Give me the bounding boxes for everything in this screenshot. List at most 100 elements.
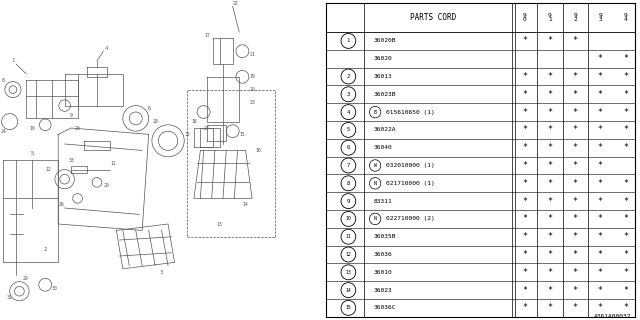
Text: *: * (623, 54, 628, 63)
Text: *: * (547, 161, 552, 170)
Text: *: * (573, 143, 578, 152)
Text: 36020B: 36020B (374, 38, 396, 44)
Text: *: * (573, 285, 578, 295)
Text: *: * (623, 108, 628, 116)
Text: *: * (522, 303, 527, 312)
Text: 17: 17 (204, 33, 210, 38)
Text: *: * (573, 303, 578, 312)
Text: *: * (598, 285, 603, 295)
Text: 1: 1 (347, 38, 350, 44)
Text: 36020: 36020 (374, 56, 392, 61)
Text: 022710000 (2): 022710000 (2) (386, 216, 435, 221)
Text: 7: 7 (347, 163, 350, 168)
Text: 30: 30 (52, 285, 58, 291)
Text: 13: 13 (217, 221, 223, 227)
Text: 36010: 36010 (374, 270, 392, 275)
Text: *: * (623, 143, 628, 152)
Text: 36022A: 36022A (374, 127, 396, 132)
Text: *: * (573, 90, 578, 99)
Text: 5: 5 (347, 127, 350, 132)
Text: *: * (522, 72, 527, 81)
Text: 26: 26 (58, 202, 64, 207)
Text: *: * (598, 196, 603, 205)
Text: 23: 23 (75, 125, 81, 131)
Text: N: N (374, 181, 376, 186)
Text: *: * (547, 108, 552, 116)
Text: 1: 1 (12, 58, 15, 63)
Text: *: * (522, 36, 527, 45)
Text: 14: 14 (243, 202, 248, 207)
Text: 14: 14 (346, 288, 351, 292)
Text: *: * (573, 36, 578, 45)
Text: 5: 5 (31, 151, 34, 156)
Text: *: * (547, 125, 552, 134)
Text: *: * (522, 179, 527, 188)
Text: 12: 12 (45, 167, 51, 172)
Text: *: * (623, 232, 628, 241)
Text: 9
2: 9 2 (573, 13, 577, 22)
Text: 31: 31 (7, 295, 13, 300)
Text: *: * (547, 285, 552, 295)
Text: 10: 10 (346, 216, 351, 221)
Text: 36035B: 36035B (374, 234, 396, 239)
Text: *: * (547, 268, 552, 277)
Text: *: * (623, 214, 628, 223)
Text: 22: 22 (233, 1, 239, 6)
Text: *: * (598, 179, 603, 188)
Text: *: * (573, 179, 578, 188)
Text: 15: 15 (239, 132, 245, 137)
Text: 36023B: 36023B (374, 92, 396, 97)
Text: *: * (522, 143, 527, 152)
Text: *: * (598, 54, 603, 63)
Text: *: * (547, 232, 552, 241)
Text: 9: 9 (70, 113, 72, 118)
Text: *: * (522, 196, 527, 205)
Text: 36013: 36013 (374, 74, 392, 79)
Text: *: * (598, 143, 603, 152)
Text: *: * (522, 108, 527, 116)
Text: *: * (623, 125, 628, 134)
Text: 3: 3 (160, 269, 163, 275)
Text: 83311: 83311 (374, 199, 392, 204)
Text: *: * (573, 161, 578, 170)
Text: *: * (623, 179, 628, 188)
Text: *: * (598, 125, 603, 134)
Text: 9: 9 (347, 199, 350, 204)
Text: 11: 11 (110, 161, 116, 166)
Text: 015610650 (1): 015610650 (1) (386, 109, 435, 115)
Text: 36040: 36040 (374, 145, 392, 150)
Text: 15: 15 (346, 305, 351, 310)
Text: 11: 11 (346, 234, 351, 239)
Text: 8: 8 (2, 77, 4, 83)
Text: *: * (573, 268, 578, 277)
Text: *: * (522, 285, 527, 295)
Text: 9
4: 9 4 (623, 13, 627, 22)
Text: *: * (623, 303, 628, 312)
Text: *: * (547, 72, 552, 81)
Text: *: * (547, 143, 552, 152)
Text: *: * (522, 232, 527, 241)
Text: 32: 32 (184, 132, 190, 137)
Text: 28: 28 (152, 119, 158, 124)
Text: *: * (547, 36, 552, 45)
Text: *: * (573, 196, 578, 205)
Text: *: * (547, 303, 552, 312)
Text: 9
3: 9 3 (598, 13, 602, 22)
Text: *: * (573, 72, 578, 81)
Text: *: * (573, 250, 578, 259)
Text: *: * (573, 232, 578, 241)
Text: 6: 6 (147, 106, 150, 111)
Text: 33: 33 (68, 157, 74, 163)
Text: *: * (573, 214, 578, 223)
Text: *: * (623, 285, 628, 295)
Text: 24: 24 (1, 129, 6, 134)
Text: *: * (598, 72, 603, 81)
Text: PARTS CORD: PARTS CORD (410, 13, 456, 22)
Text: 9
1: 9 1 (548, 13, 552, 22)
Text: *: * (522, 268, 527, 277)
Text: N: N (374, 216, 376, 221)
Text: *: * (598, 303, 603, 312)
Text: *: * (522, 214, 527, 223)
Text: *: * (573, 125, 578, 134)
Text: A361A00037: A361A00037 (595, 314, 632, 319)
